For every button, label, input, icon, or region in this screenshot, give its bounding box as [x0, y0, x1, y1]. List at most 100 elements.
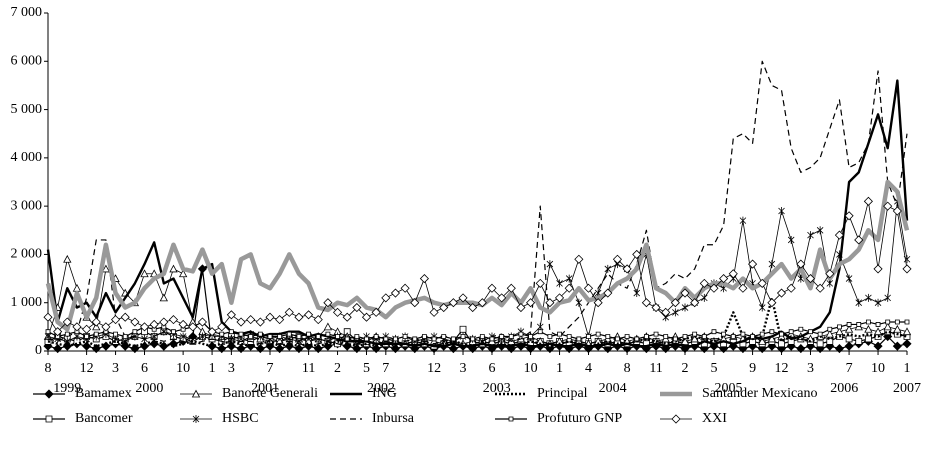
x-year-label: 2001: [251, 381, 279, 396]
marker: [796, 344, 806, 354]
x-tick-label: 12: [80, 361, 94, 376]
x-year-label: 1999: [53, 381, 81, 396]
marker: [62, 317, 72, 327]
x-tick-label: 9: [749, 361, 756, 376]
marker: [554, 293, 565, 303]
marker: [120, 312, 130, 322]
marker: [788, 329, 794, 335]
marker: [441, 334, 447, 339]
marker: [335, 334, 340, 339]
marker: [197, 317, 207, 327]
marker: [603, 288, 613, 298]
marker: [217, 322, 227, 332]
marker: [188, 322, 198, 332]
marker: [470, 336, 476, 342]
marker: [448, 298, 458, 308]
x-tick-label: 3: [807, 361, 814, 376]
marker: [342, 312, 352, 322]
marker: [864, 335, 872, 343]
legend-label: Bamamex: [75, 386, 132, 401]
marker: [546, 260, 554, 269]
x-tick-label: 1: [904, 361, 911, 376]
marker: [63, 254, 72, 263]
marker: [528, 334, 533, 339]
marker: [110, 315, 121, 325]
marker: [721, 331, 727, 337]
marker: [574, 254, 584, 264]
marker: [615, 336, 620, 342]
marker: [595, 331, 601, 337]
x-tick-label: 10: [176, 361, 190, 376]
marker: [402, 334, 408, 339]
marker: [711, 329, 717, 335]
marker: [255, 317, 265, 327]
legend-marker: [508, 416, 514, 422]
x-year-label: 2007: [893, 381, 921, 396]
x-tick-label: 1: [209, 361, 216, 376]
marker: [381, 293, 391, 303]
marker: [680, 288, 690, 298]
marker: [758, 303, 766, 312]
marker: [53, 327, 63, 337]
marker: [826, 337, 834, 345]
marker: [817, 331, 823, 337]
marker: [894, 319, 900, 325]
marker: [661, 307, 671, 317]
marker: [692, 331, 698, 337]
legend-label: Bancomer: [75, 411, 133, 426]
marker: [332, 307, 343, 317]
marker: [159, 317, 169, 327]
marker: [248, 334, 254, 339]
marker: [653, 331, 659, 337]
marker: [787, 235, 795, 244]
x-tick-label: 11: [302, 361, 315, 376]
marker: [632, 249, 642, 259]
marker: [586, 334, 591, 339]
marker: [873, 264, 883, 274]
marker: [624, 334, 630, 339]
marker: [864, 324, 873, 333]
marker: [644, 334, 649, 339]
marker: [92, 322, 101, 331]
marker: [450, 336, 456, 342]
x-year-label: 2004: [599, 381, 627, 396]
marker: [612, 254, 623, 264]
marker: [805, 274, 816, 284]
marker: [834, 344, 845, 354]
legend-marker: [671, 414, 681, 424]
y-tick-label: 1 000: [11, 295, 43, 310]
marker: [844, 211, 854, 221]
x-tick-label: 2: [682, 361, 689, 376]
marker: [682, 334, 688, 339]
marker: [226, 310, 236, 320]
marker: [101, 322, 111, 332]
x-tick-label: 8: [624, 361, 631, 376]
marker: [576, 336, 582, 342]
legend-marker: [192, 415, 200, 423]
marker: [845, 335, 853, 343]
x-tick-label: 12: [427, 361, 441, 376]
marker: [236, 344, 246, 354]
marker: [53, 344, 63, 354]
marker: [759, 331, 765, 337]
marker: [113, 331, 118, 337]
marker: [265, 312, 275, 322]
marker: [556, 279, 563, 288]
marker: [159, 293, 168, 302]
x-tick-label: 8: [45, 361, 52, 376]
marker: [739, 216, 747, 225]
x-year-label: 2000: [135, 381, 163, 396]
marker: [178, 269, 188, 278]
marker: [431, 336, 437, 342]
legend-label: Principal: [537, 386, 588, 401]
marker: [825, 329, 834, 338]
marker: [373, 334, 379, 339]
x-tick-label: 4: [585, 361, 592, 376]
marker: [139, 322, 150, 332]
marker: [228, 329, 234, 335]
legend-marker: [191, 389, 201, 398]
marker: [439, 302, 449, 313]
marker: [892, 206, 902, 216]
marker: [634, 336, 640, 342]
